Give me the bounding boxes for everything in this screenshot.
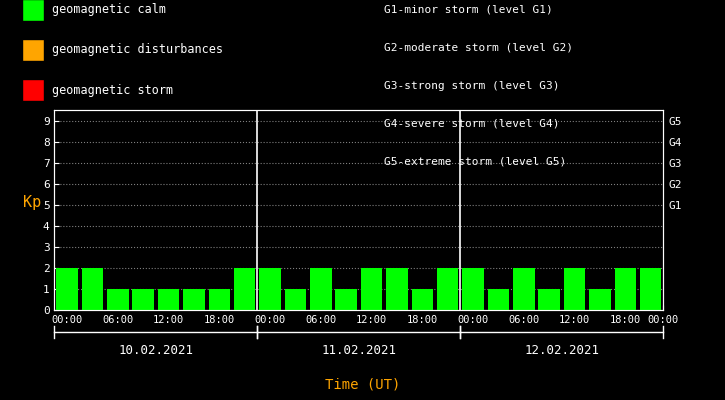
Text: G4-severe storm (level G4): G4-severe storm (level G4) [384, 119, 560, 129]
Bar [564, 268, 585, 310]
Bar [463, 268, 484, 310]
Bar [386, 268, 407, 310]
Text: 10.02.2021: 10.02.2021 [118, 344, 194, 356]
Bar [412, 289, 433, 310]
Text: G2-moderate storm (level G2): G2-moderate storm (level G2) [384, 43, 573, 53]
Bar [640, 268, 661, 310]
Bar [539, 289, 560, 310]
Y-axis label: Kp: Kp [22, 195, 41, 210]
Bar [260, 268, 281, 310]
Bar [310, 268, 331, 310]
Bar [361, 268, 382, 310]
Bar [437, 268, 458, 310]
Bar [488, 289, 509, 310]
Text: G1-minor storm (level G1): G1-minor storm (level G1) [384, 5, 553, 15]
Text: Time (UT): Time (UT) [325, 378, 400, 392]
Bar [209, 289, 230, 310]
Text: geomagnetic disturbances: geomagnetic disturbances [52, 44, 223, 56]
Bar [615, 268, 636, 310]
Text: geomagnetic calm: geomagnetic calm [52, 4, 166, 16]
Bar [234, 268, 255, 310]
Bar [589, 289, 610, 310]
Bar [158, 289, 179, 310]
Text: G5-extreme storm (level G5): G5-extreme storm (level G5) [384, 157, 566, 167]
Text: 11.02.2021: 11.02.2021 [321, 344, 397, 356]
Bar [107, 289, 128, 310]
Bar [82, 268, 103, 310]
Text: geomagnetic storm: geomagnetic storm [52, 84, 173, 96]
Text: 12.02.2021: 12.02.2021 [524, 344, 600, 356]
Bar [57, 268, 78, 310]
Bar [133, 289, 154, 310]
Text: G3-strong storm (level G3): G3-strong storm (level G3) [384, 81, 560, 91]
Bar [513, 268, 534, 310]
Bar [285, 289, 306, 310]
Bar [183, 289, 204, 310]
Bar [336, 289, 357, 310]
